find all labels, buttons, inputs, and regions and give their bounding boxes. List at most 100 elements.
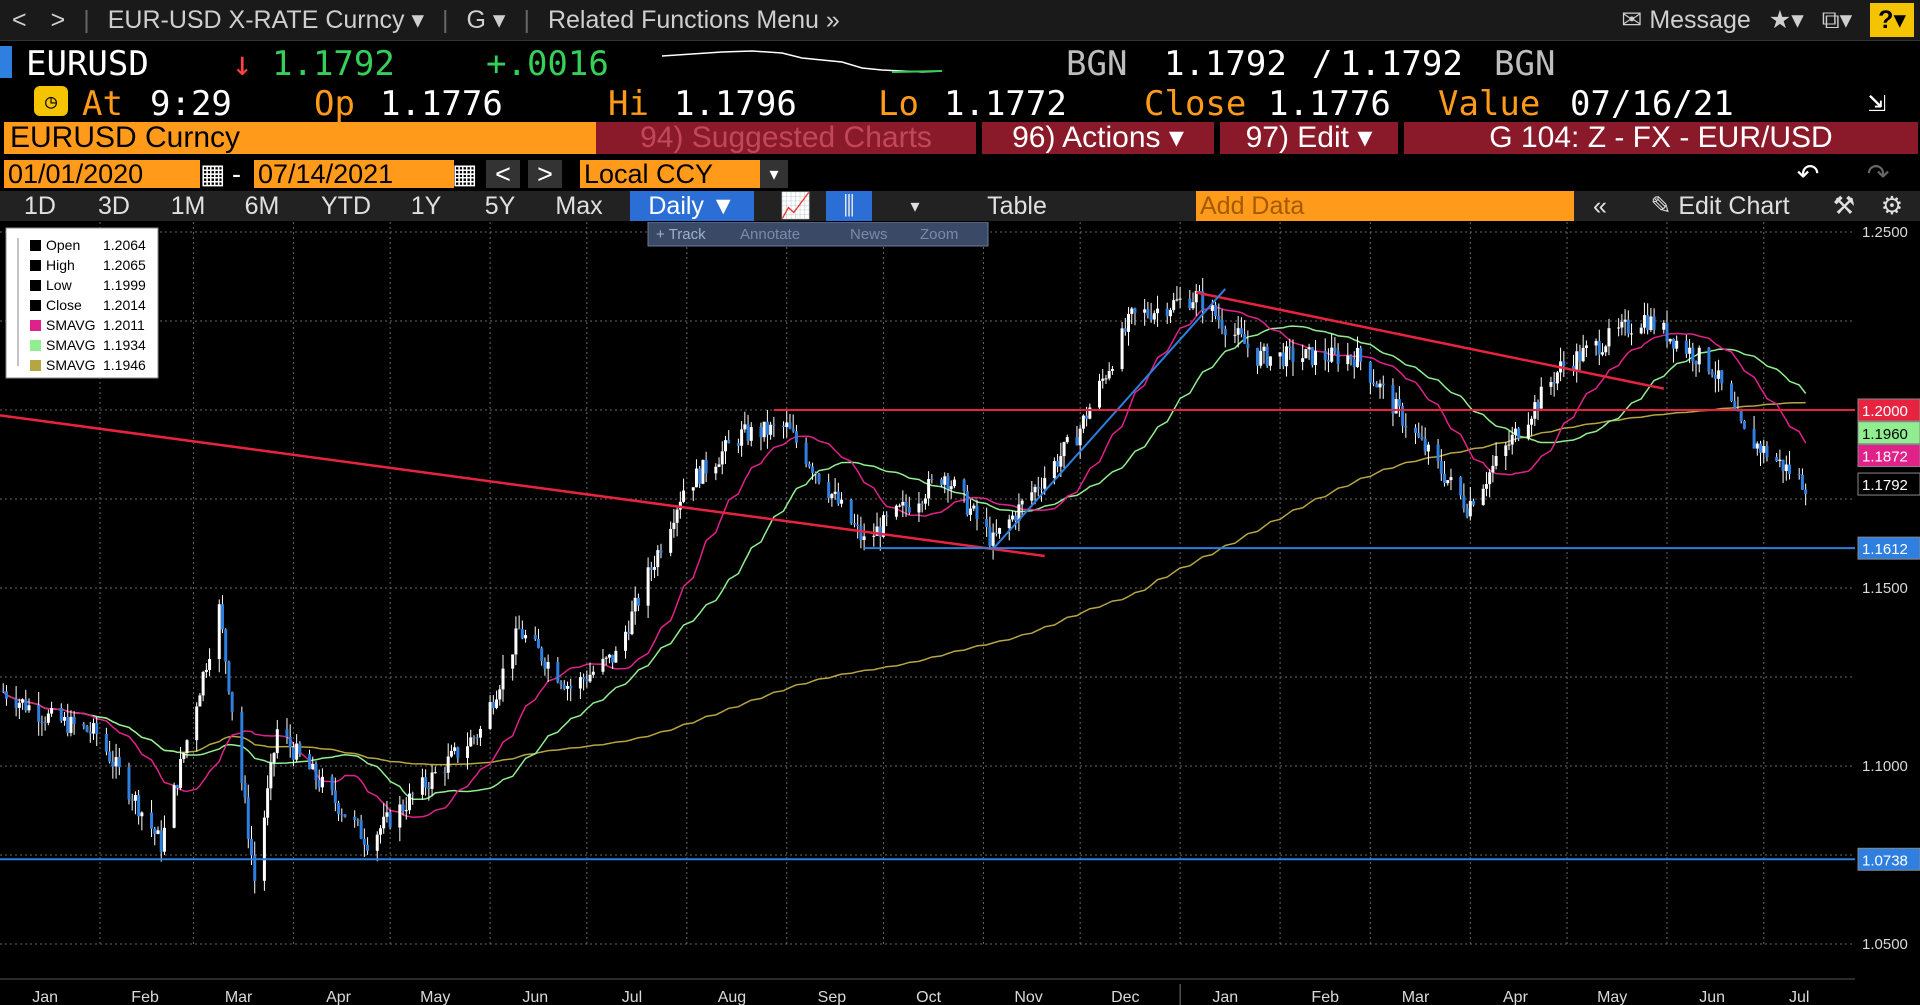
candle-body xyxy=(769,424,773,435)
candle-body xyxy=(285,729,289,737)
currency-select[interactable]: Local CCY xyxy=(580,160,762,188)
candle-body xyxy=(1259,350,1263,366)
period-max[interactable]: Max xyxy=(555,192,603,220)
nav-divider: | xyxy=(83,5,90,34)
candle-body xyxy=(1401,406,1405,426)
candle-body xyxy=(85,726,89,732)
candle-body xyxy=(1459,477,1463,496)
candle-chart-icon[interactable]: ⫼ xyxy=(826,191,872,221)
collapse-icon[interactable]: « xyxy=(1593,192,1607,220)
x-tick-label: Apr xyxy=(1503,989,1529,1005)
candle-body xyxy=(849,499,853,524)
prev-period-button[interactable]: < xyxy=(486,160,520,188)
candle-body xyxy=(46,713,50,723)
candle-body xyxy=(95,723,99,735)
window-icon[interactable]: ⧉▾ xyxy=(1821,6,1853,34)
period-1d[interactable]: 1D xyxy=(24,192,56,220)
candle-body xyxy=(1604,346,1608,353)
related-functions-menu[interactable]: Related Functions Menu » xyxy=(547,5,840,34)
candle-body xyxy=(862,536,866,541)
period-ytd[interactable]: YTD xyxy=(321,192,371,220)
candle-body xyxy=(1626,319,1630,334)
clock-icon[interactable]: ◷ xyxy=(34,86,68,116)
candle-body xyxy=(714,466,718,474)
candle-body xyxy=(1359,347,1363,362)
candle-body xyxy=(137,795,141,817)
track-button[interactable]: + Track xyxy=(656,226,706,243)
candle-body xyxy=(72,716,76,724)
candle-body xyxy=(1110,369,1114,372)
candle-body xyxy=(582,677,586,680)
low-label: Lo xyxy=(878,84,919,124)
period-1m[interactable]: 1M xyxy=(170,192,206,220)
candle-body xyxy=(1781,459,1785,472)
value-label: Value xyxy=(1438,84,1541,124)
candle-body xyxy=(817,473,821,483)
candle-body xyxy=(1762,446,1766,453)
message-button[interactable]: ✉ Message xyxy=(1621,5,1750,35)
candle-body xyxy=(262,817,266,881)
candle-body xyxy=(353,816,357,820)
candle-body xyxy=(17,702,21,708)
candle-body xyxy=(881,515,885,537)
chart-options-icon[interactable]: ⚒ xyxy=(1832,192,1856,220)
candle-body xyxy=(1555,372,1559,384)
open-label: Op xyxy=(314,84,355,124)
period-6m[interactable]: 6M xyxy=(244,192,280,220)
help-button[interactable]: ?▾ xyxy=(1870,3,1914,37)
security-field[interactable]: EURUSD Curncy xyxy=(4,122,596,154)
candle-body xyxy=(1668,338,1672,342)
period-1y[interactable]: 1Y xyxy=(410,192,442,220)
next-period-button[interactable]: > xyxy=(528,160,562,188)
candle-body xyxy=(969,508,973,515)
candle-body xyxy=(1742,421,1746,429)
candle-body xyxy=(1713,374,1717,379)
candle-body xyxy=(830,494,834,499)
edit-chart-button[interactable]: ✎ Edit Chart xyxy=(1634,191,1806,221)
price-chart[interactable]: 1.2500 1.1500 1.1000 1.0500 Jan Feb Mar Apr May… xyxy=(0,222,1920,1005)
candle-body xyxy=(1526,424,1530,439)
candle-body xyxy=(433,772,437,774)
candle-body xyxy=(333,790,337,804)
suggested-charts-button[interactable]: 94) Suggested Charts xyxy=(596,122,976,154)
candle-body xyxy=(1517,428,1521,439)
actions-button[interactable]: 96) Actions ▾ xyxy=(982,122,1214,154)
price-tag-label: 1.1792 xyxy=(1862,477,1908,494)
edit-button[interactable]: 97) Edit ▾ xyxy=(1220,122,1398,154)
candle-body xyxy=(1333,347,1337,352)
frequency-select[interactable]: Daily ▼ xyxy=(630,191,754,221)
candle-body xyxy=(985,518,989,528)
zoom-button[interactable]: Zoom xyxy=(920,226,958,243)
end-date-input[interactable]: 07/14/2021 xyxy=(254,160,454,188)
currency-dropdown-icon[interactable]: ▾ xyxy=(760,160,788,188)
news-button[interactable]: News xyxy=(850,226,888,243)
export-icon[interactable]: ⇲ xyxy=(1868,84,1887,119)
annotate-button[interactable]: Annotate xyxy=(740,226,800,243)
candle-body xyxy=(250,838,254,856)
x-tick-label: Apr xyxy=(326,989,352,1005)
start-date-input[interactable]: 01/01/2020 xyxy=(4,160,200,188)
candle-body xyxy=(320,776,324,788)
forward-button[interactable]: > xyxy=(50,5,66,34)
chart-type-dropdown-icon[interactable]: ▾ xyxy=(910,196,920,216)
undo-icon[interactable]: ↶ xyxy=(1796,159,1820,189)
candle-body xyxy=(1304,349,1308,359)
function-menu[interactable]: G ▾ xyxy=(466,6,506,34)
back-button[interactable]: < xyxy=(12,5,27,34)
candle-body xyxy=(227,661,231,693)
x-tick-label: Nov xyxy=(1014,989,1042,1005)
calendar-icon[interactable]: ▦ xyxy=(200,159,226,189)
candle-body xyxy=(1372,382,1376,385)
security-menu[interactable]: EUR-USD X-RATE Curncy ▾ xyxy=(107,6,425,34)
period-3d[interactable]: 3D xyxy=(98,192,130,220)
table-button[interactable]: Table xyxy=(987,192,1047,220)
calendar-icon[interactable]: ▦ xyxy=(452,159,478,189)
redo-icon[interactable]: ↷ xyxy=(1866,159,1890,189)
candle-body xyxy=(117,757,121,768)
favorites-icon[interactable]: ★▾ xyxy=(1768,6,1804,34)
period-5y[interactable]: 5Y xyxy=(484,192,516,220)
x-tick-label: Jul xyxy=(622,989,642,1005)
gear-icon[interactable]: ⚙ xyxy=(1880,192,1904,220)
add-data-input[interactable]: Add Data xyxy=(1196,191,1574,221)
line-chart-icon[interactable]: 📈 xyxy=(780,192,812,220)
